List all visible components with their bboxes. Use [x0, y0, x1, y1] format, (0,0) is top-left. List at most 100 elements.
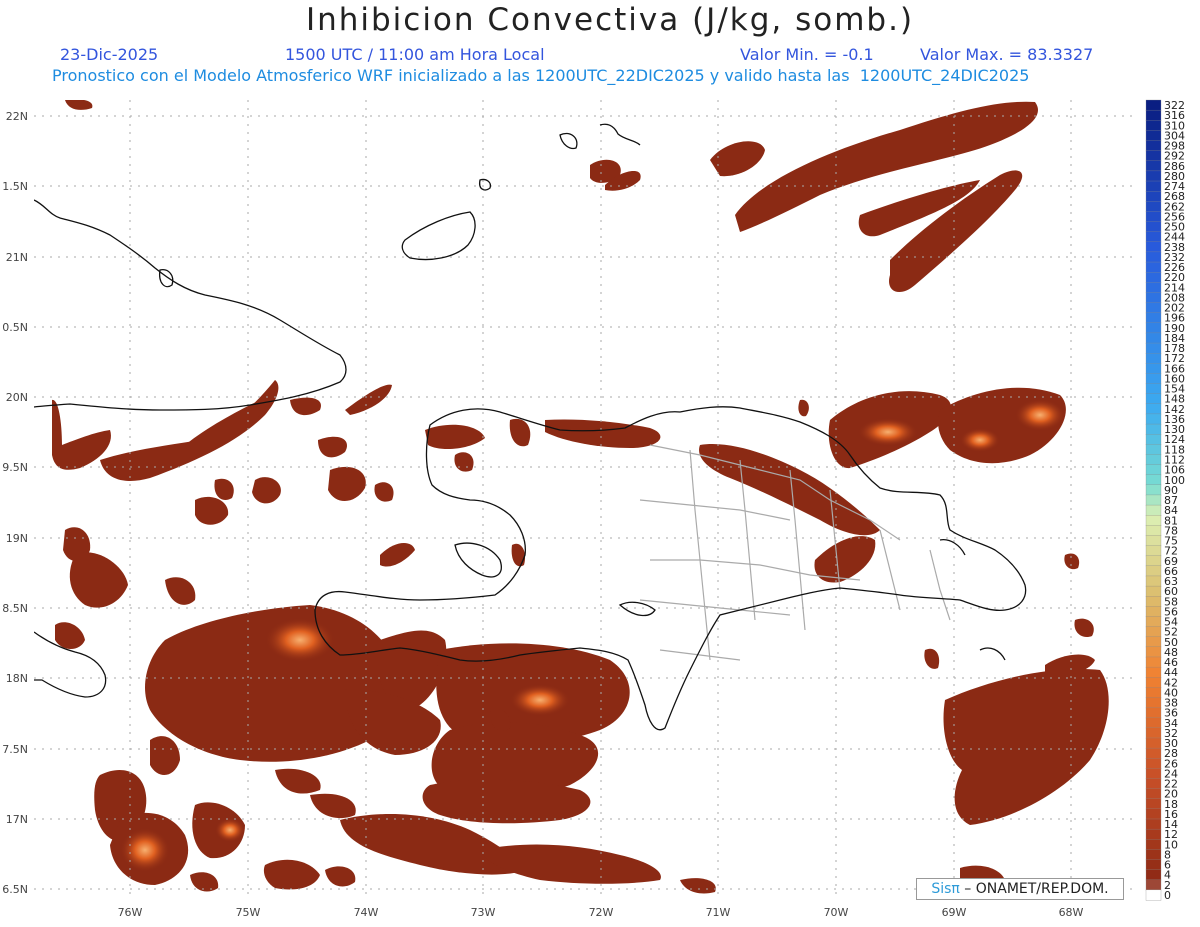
colorbar-label: 274: [1164, 180, 1185, 193]
colorbar-swatch: [1145, 170, 1162, 182]
colorbar-label: 78: [1164, 524, 1178, 537]
colorbar-label: 220: [1164, 271, 1185, 284]
colorbar-swatch: [1145, 413, 1162, 425]
colorbar-label: 142: [1164, 403, 1185, 416]
colorbar-label: 0: [1164, 889, 1171, 902]
colorbar-swatch: [1145, 271, 1162, 283]
colorbar-label: 100: [1164, 474, 1185, 487]
colorbar-label: 40: [1164, 686, 1178, 699]
colorbar-label: 268: [1164, 190, 1185, 203]
colorbar-label: 20: [1164, 788, 1178, 801]
colorbar-label: 130: [1164, 423, 1185, 436]
colorbar-swatch: [1145, 474, 1162, 486]
colorbar-label: 50: [1164, 636, 1178, 649]
colorbar-label: 280: [1164, 170, 1185, 183]
colorbar-label: 232: [1164, 251, 1185, 264]
colorbar-label: 26: [1164, 757, 1178, 770]
credit-text: – ONAMET/REP.DOM.: [959, 881, 1109, 897]
lat-label: 17N: [6, 813, 28, 826]
colorbar-label: 124: [1164, 433, 1185, 446]
colorbar-swatch: [1145, 596, 1162, 607]
colorbar-swatch: [1145, 707, 1162, 719]
colorbar-label: 256: [1164, 210, 1185, 223]
colorbar-swatch: [1145, 180, 1162, 192]
lat-label: 19N: [6, 532, 28, 545]
lon-axis: 76W 75W 74W 73W 72W 71W 70W 69W 68W: [118, 906, 1084, 919]
colorbar-label: 262: [1164, 200, 1185, 213]
colorbar-swatch: [1145, 190, 1162, 202]
colorbar-swatch: [1145, 393, 1162, 405]
colorbar: 3223163103042982922862802742682622562502…: [1145, 99, 1185, 902]
colorbar-label: 298: [1164, 140, 1185, 153]
colorbar-swatch: [1145, 363, 1162, 375]
lat-label: 9.5N: [2, 461, 28, 474]
lon-label: 74W: [354, 906, 379, 919]
lon-label: 76W: [118, 906, 143, 919]
colorbar-label: 81: [1164, 514, 1178, 527]
colorbar-swatch: [1145, 879, 1162, 891]
lon-label: 75W: [236, 906, 261, 919]
colorbar-swatch: [1145, 444, 1162, 456]
credit-box: Sisπ – ONAMET/REP.DOM.: [916, 878, 1124, 900]
colorbar-swatch: [1145, 555, 1162, 567]
lat-label: 20N: [6, 391, 28, 404]
colorbar-swatch: [1145, 120, 1162, 132]
colorbar-swatch: [1145, 747, 1162, 759]
colorbar-label: 172: [1164, 352, 1185, 365]
colorbar-swatch: [1145, 788, 1162, 800]
valor-max: Valor Max. = 83.3327: [920, 45, 1094, 64]
sispi-logo: Sisπ: [931, 881, 960, 897]
lon-label: 73W: [471, 906, 496, 919]
colorbar-label: 8: [1164, 848, 1171, 861]
colorbar-label: 14: [1164, 818, 1178, 831]
colorbar-label: 16: [1164, 808, 1178, 821]
lat-label: 18N: [6, 672, 28, 685]
lat-label: 22N: [6, 110, 28, 123]
colorbar-swatch: [1145, 818, 1162, 830]
colorbar-swatch: [1145, 889, 1162, 901]
colorbar-label: 54: [1164, 616, 1178, 629]
colorbar-swatch: [1145, 484, 1162, 496]
colorbar-label: 60: [1164, 585, 1178, 598]
colorbar-swatch: [1145, 221, 1162, 233]
colorbar-label: 208: [1164, 291, 1185, 304]
colorbar-label: 46: [1164, 656, 1178, 669]
valor-min: Valor Min. = -0.1: [740, 45, 874, 64]
colorbar-swatch: [1145, 697, 1162, 709]
lon-label: 71W: [706, 906, 731, 919]
colorbar-label: 190: [1164, 322, 1185, 335]
colorbar-label: 38: [1164, 697, 1178, 710]
colorbar-swatch: [1145, 312, 1162, 324]
colorbar-swatch: [1145, 403, 1162, 415]
colorbar-label: 90: [1164, 484, 1178, 497]
colorbar-swatch: [1145, 778, 1162, 790]
colorbar-label: 304: [1164, 129, 1185, 142]
colorbar-swatch: [1145, 302, 1162, 314]
colorbar-swatch: [1145, 646, 1162, 658]
colorbar-label: 24: [1164, 767, 1178, 780]
colorbar-label: 87: [1164, 494, 1178, 507]
colorbar-label: 202: [1164, 302, 1185, 315]
chart-title: Inhibicion Convectiva (J/kg, somb.): [305, 2, 915, 38]
colorbar-label: 84: [1164, 504, 1178, 517]
colorbar-swatch: [1145, 150, 1162, 162]
colorbar-label: 58: [1164, 595, 1178, 608]
colorbar-label: 42: [1164, 676, 1178, 689]
colorbar-label: 106: [1164, 464, 1185, 477]
colorbar-label: 2: [1164, 879, 1171, 892]
lat-label: 6.5N: [2, 883, 28, 896]
colorbar-swatch: [1145, 798, 1162, 810]
colorbar-label: 292: [1164, 150, 1185, 163]
colorbar-label: 56: [1164, 605, 1178, 618]
colorbar-swatch: [1145, 808, 1162, 820]
colorbar-swatch: [1145, 342, 1162, 354]
colorbar-swatch: [1145, 373, 1162, 385]
colorbar-label: 36: [1164, 707, 1178, 720]
colorbar-swatch: [1145, 353, 1162, 364]
colorbar-label: 196: [1164, 312, 1185, 325]
colorbar-label: 30: [1164, 737, 1178, 750]
lat-label: 1.5N: [2, 180, 28, 193]
colorbar-swatch: [1145, 869, 1162, 881]
colorbar-label: 34: [1164, 717, 1178, 730]
colorbar-swatch: [1145, 322, 1162, 334]
